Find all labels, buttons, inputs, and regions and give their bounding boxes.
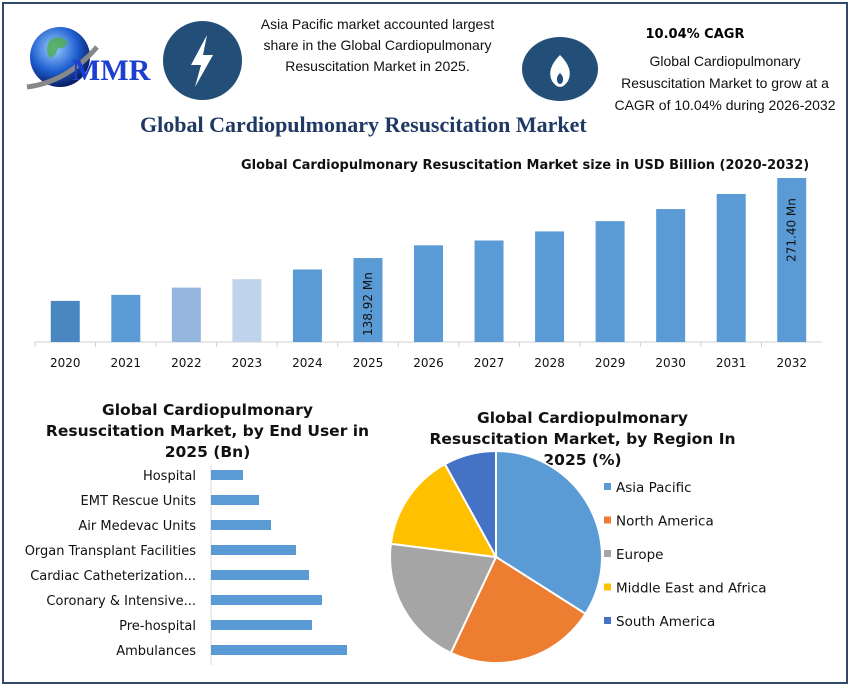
bar-2024 xyxy=(292,269,322,342)
cagr-text: Global Cardiopulmonary Resuscitation Mar… xyxy=(614,53,836,113)
mmr-logo: MMR xyxy=(22,22,157,102)
legend-label: North America xyxy=(616,514,714,530)
hbar-5 xyxy=(211,595,322,605)
flame-icon-circle xyxy=(522,37,598,101)
x-tick-label: 2032 xyxy=(776,356,807,370)
bar-2026 xyxy=(414,245,443,342)
legend-swatch xyxy=(604,483,611,490)
region-chart-title: Global Cardiopulmonary Resuscitation Mar… xyxy=(429,409,736,469)
y-category-label: Cardiac Catheterization... xyxy=(30,569,196,584)
bar-2031 xyxy=(716,193,746,342)
y-category-label: Hospital xyxy=(143,469,196,484)
y-category-label: Ambulances xyxy=(116,644,196,659)
bar-chart-title: Global Cardiopulmonary Resuscitation Mar… xyxy=(241,158,810,173)
x-tick-label: 2024 xyxy=(292,356,323,370)
legend-swatch xyxy=(604,516,611,524)
hbar-3 xyxy=(211,545,296,555)
x-tick-label: 2030 xyxy=(655,356,686,370)
legend-swatch xyxy=(604,550,611,557)
bar-2022 xyxy=(171,287,201,342)
y-category-label: Coronary & Intensive... xyxy=(46,594,196,609)
lightning-icon xyxy=(191,35,213,87)
cagr-title: 10.04% CAGR xyxy=(645,27,745,42)
hbar-7 xyxy=(211,645,347,655)
x-tick-label: 2026 xyxy=(413,356,444,370)
x-tick-label: 2020 xyxy=(50,356,81,370)
y-category-label: EMT Rescue Units xyxy=(81,494,197,509)
pie-slice-south-america xyxy=(443,449,497,558)
bar-2030 xyxy=(656,209,686,342)
region-pie-chart: Asia Pacific North America Europe Middle Ea… xyxy=(389,449,767,664)
hbar-2 xyxy=(211,520,271,530)
bar-2021 xyxy=(111,294,141,342)
highlight-text: Asia Pacific market accounted largest sh… xyxy=(260,16,495,74)
hbar-4 xyxy=(211,570,309,580)
legend-label: Asia Pacific xyxy=(616,480,692,496)
main-title: Global Cardiopulmonary Resuscitation Mar… xyxy=(140,112,587,137)
y-category-label: Air Medevac Units xyxy=(78,519,196,534)
x-tick-label: 2021 xyxy=(111,356,142,370)
y-category-label: Pre-hospital xyxy=(119,619,196,634)
legend-swatch xyxy=(604,617,611,624)
bar-2027 xyxy=(474,240,504,342)
logo-text: MMR xyxy=(72,54,151,87)
x-tick-label: 2023 xyxy=(232,356,263,370)
bar-2023 xyxy=(232,279,262,342)
bar-2029 xyxy=(595,221,625,342)
x-tick-label: 2025 xyxy=(353,356,384,370)
globe-icon xyxy=(26,27,99,90)
lightning-icon-circle xyxy=(163,21,242,100)
end-user-chart-title: Global Cardiopulmonary Resuscitation Mar… xyxy=(45,401,370,461)
end-user-bar-chart: Hospital EMT Rescue Units Air Medevac Unit… xyxy=(25,465,347,665)
x-tick-label: 2027 xyxy=(474,356,505,370)
legend-label: Middle East and Africa xyxy=(616,581,767,597)
bar-2032 xyxy=(777,178,807,342)
x-tick-label: 2022 xyxy=(171,356,202,370)
hbar-6 xyxy=(211,620,312,630)
x-tick-label: 2031 xyxy=(716,356,747,370)
x-tick-label: 2028 xyxy=(534,356,565,370)
legend-label: Europe xyxy=(616,547,663,563)
pie-slice-europe xyxy=(389,542,498,655)
bar-2020 xyxy=(50,300,80,342)
bar-2025 xyxy=(353,258,383,342)
market-size-bar-chart: 2020 2021 2022 2023 2024 2025 138.92 Mn 2026 202… xyxy=(34,178,822,370)
legend-swatch xyxy=(604,583,611,591)
legend-label: South America xyxy=(616,614,715,630)
bar-2028 xyxy=(535,231,565,342)
flame-icon xyxy=(550,55,570,87)
data-label-2032: 271.40 Mn xyxy=(785,198,799,262)
pie-slice-middle-east-and-africa xyxy=(389,462,498,559)
hbar-0 xyxy=(211,470,243,480)
hbar-1 xyxy=(211,495,259,505)
x-tick-label: 2029 xyxy=(595,356,626,370)
data-label-2025: 138.92 Mn xyxy=(361,272,375,336)
y-category-label: Organ Transplant Facilities xyxy=(25,544,197,559)
